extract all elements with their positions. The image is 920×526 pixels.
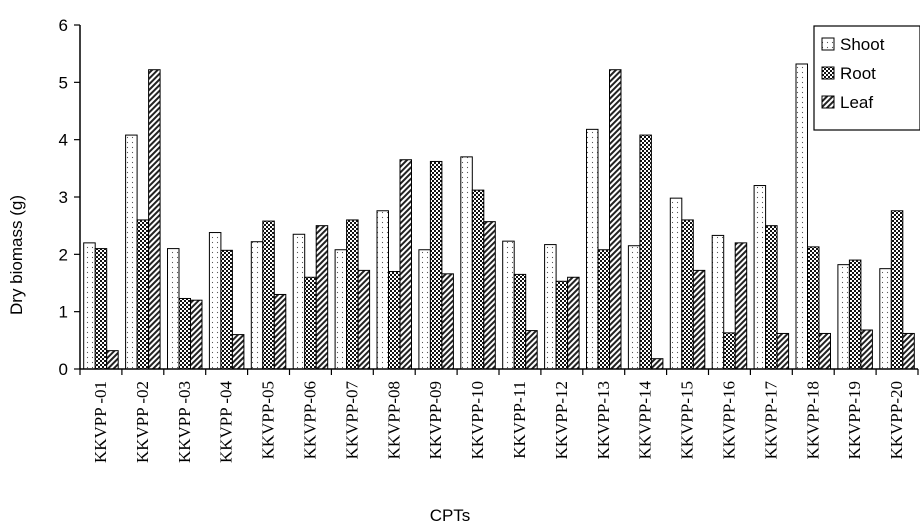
bar-shoot-7	[334, 249, 348, 370]
legend-label-shoot: Shoot	[840, 35, 885, 54]
x-tick-label: KKVPP-14	[636, 381, 655, 460]
x-tick-label: KKVPP -02	[133, 381, 152, 463]
bar-leaf-10	[483, 221, 496, 370]
bar-shoot-5	[250, 241, 264, 370]
bar-shoot-4	[208, 232, 222, 370]
bar-shoot-17	[753, 185, 767, 370]
y-tick-label: 2	[59, 245, 68, 264]
bar-leaf-13	[609, 69, 622, 370]
x-tick-label: KKVPP-18	[803, 381, 822, 459]
y-axis-title: Dry biomass (g)	[7, 195, 26, 315]
bar-leaf-17	[776, 332, 790, 370]
y-tick-label: 0	[59, 360, 68, 379]
bar-root-15	[681, 219, 694, 370]
bar-leaf-8	[399, 159, 412, 370]
legend-label-leaf: Leaf	[840, 93, 873, 112]
bar-leaf-14	[650, 358, 664, 370]
bar-leaf-6	[315, 225, 329, 370]
bar-leaf-15	[692, 269, 706, 370]
x-tick-label: KKVPP-20	[887, 381, 906, 459]
bar-root-17	[765, 225, 778, 370]
bar-shoot-20	[879, 268, 892, 370]
x-tick-label: KKVPP -04	[217, 381, 236, 464]
y-tick-label: 1	[59, 303, 68, 322]
x-tick-label: KKVPP-17	[761, 381, 780, 460]
bar-root-10	[471, 189, 485, 370]
bar-root-16	[723, 332, 736, 370]
bar-leaf-5	[273, 293, 287, 370]
bar-root-12	[555, 280, 569, 370]
y-tick-label: 5	[59, 73, 68, 92]
bar-leaf-11	[525, 330, 538, 370]
legend: Shoot Root Leaf	[813, 25, 920, 131]
x-tick-label: KKVPP-19	[845, 381, 864, 459]
bar-leaf-12	[567, 276, 580, 370]
x-tick-label: KKVPP-10	[468, 381, 487, 459]
bar-shoot-9	[418, 249, 431, 370]
bar-shoot-19	[837, 264, 850, 370]
bar-shoot-2	[125, 134, 138, 370]
bar-shoot-18	[795, 63, 808, 370]
bar-shoot-13	[586, 128, 599, 370]
x-tick-label: KKVPP-15	[678, 381, 697, 459]
bar-root-20	[890, 210, 904, 370]
x-tick-label: KKVPP -03	[175, 381, 194, 463]
bar-root-19	[848, 259, 862, 370]
bar-root-14	[639, 134, 652, 370]
bar-shoot-1	[83, 242, 96, 370]
bar-root-7	[346, 219, 359, 370]
y-tick-label: 3	[59, 188, 68, 207]
bar-leaf-19	[860, 329, 873, 370]
legend-swatch-leaf	[821, 95, 835, 109]
bar-root-13	[597, 249, 610, 370]
bar-shoot-12	[544, 244, 557, 370]
bar-leaf-4	[231, 334, 245, 370]
bar-shoot-15	[669, 197, 683, 370]
x-tick-label: KKVPP-16	[719, 381, 738, 459]
bar-leaf-20	[902, 332, 915, 370]
bar-shoot-11	[502, 240, 515, 370]
y-tick-label: 6	[59, 16, 68, 35]
bar-root-11	[513, 273, 527, 370]
x-tick-label: KKVPP-11	[510, 381, 529, 459]
bar-root-2	[136, 219, 150, 370]
bar-shoot-10	[460, 156, 473, 370]
x-tick-label: KKVPP-09	[426, 381, 445, 459]
bar-leaf-9	[441, 273, 454, 370]
bar-root-8	[388, 271, 401, 370]
x-tick-label: KKVPP-06	[300, 381, 319, 459]
bar-shoot-14	[627, 245, 641, 370]
y-tick-label: 4	[59, 131, 68, 150]
bar-root-1	[94, 248, 108, 370]
bar-root-9	[429, 160, 443, 370]
legend-swatch-shoot	[821, 37, 835, 51]
legend-label-root: Root	[840, 64, 876, 83]
x-tick-label: KKVPP -01	[91, 381, 110, 463]
bar-shoot-16	[711, 234, 725, 370]
bar-leaf-16	[734, 242, 748, 370]
bar-leaf-3	[190, 299, 203, 370]
bar-leaf-18	[818, 332, 831, 370]
bar-root-5	[262, 220, 275, 370]
bar-shoot-6	[292, 233, 306, 370]
x-axis-title: CPTs	[430, 506, 471, 525]
bar-shoot-3	[167, 248, 180, 370]
x-tick-label: KKVPP-08	[384, 381, 403, 459]
x-tick-label: KKVPP-13	[594, 381, 613, 459]
x-tick-label: KKVPP-07	[342, 381, 361, 460]
bar-root-18	[807, 246, 820, 370]
bar-leaf-1	[106, 350, 119, 370]
x-tick-label: KKVPP-12	[552, 381, 571, 459]
legend-swatch-root	[821, 66, 835, 80]
bar-root-6	[304, 276, 317, 370]
bar-shoot-8	[376, 210, 389, 370]
bar-leaf-2	[148, 69, 161, 370]
bar-leaf-7	[357, 269, 371, 370]
bar-root-3	[178, 297, 191, 370]
x-tick-label: KKVPP-05	[259, 381, 278, 459]
bar-root-4	[220, 249, 233, 370]
